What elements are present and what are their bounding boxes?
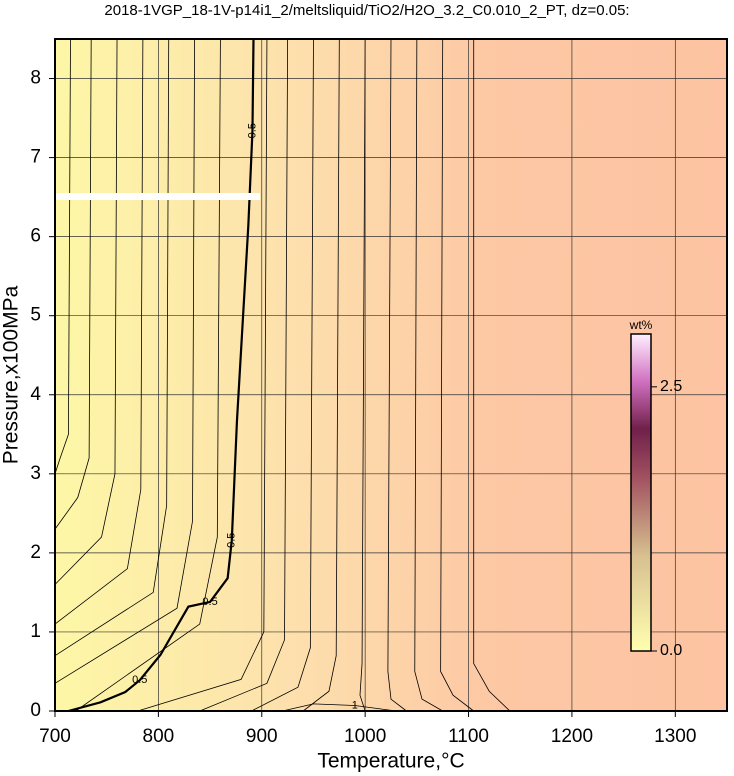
contour-line <box>251 38 314 712</box>
contour-line <box>68 38 255 713</box>
colorbar-label: wt% <box>629 318 653 332</box>
data-gap <box>55 193 260 200</box>
contour-label: 0.5 <box>202 596 217 608</box>
contour-line <box>54 38 92 530</box>
y-tick-label: 8 <box>30 68 41 89</box>
y-tick-label: 5 <box>30 305 41 326</box>
contour-label: 0.5 <box>132 674 147 686</box>
contour-line <box>387 38 407 712</box>
x-tick-label: 700 <box>39 726 71 747</box>
contour-label: 0.5 <box>246 123 258 138</box>
colorbar <box>630 333 652 652</box>
contour-line <box>54 38 195 684</box>
colorbar-tick-label: 0.0 <box>660 642 682 659</box>
x-tick-label: 1100 <box>448 726 489 747</box>
contour-line <box>137 38 268 712</box>
contour-label: 1 <box>352 699 358 711</box>
contour-line <box>414 38 443 712</box>
contour-line <box>302 38 340 712</box>
y-tick-label: 3 <box>30 463 41 484</box>
y-tick-label: 6 <box>30 226 41 247</box>
x-tick-label: 1300 <box>654 726 696 747</box>
plot-frame <box>54 38 728 712</box>
x-tick-label: 1000 <box>344 726 386 747</box>
contour-line <box>54 38 71 474</box>
contour-line <box>282 703 397 712</box>
plot-background <box>55 39 727 711</box>
contour-line <box>54 38 118 585</box>
contour-line <box>359 38 366 712</box>
y-tick-label: 2 <box>30 542 41 563</box>
y-tick-label: 0 <box>30 700 41 721</box>
contour-label: 0.5 <box>226 533 238 548</box>
y-axis-label: Pressure,x100MPa <box>0 285 23 464</box>
colorbar-tick-label: 2.5 <box>660 378 682 395</box>
y-tick-label: 4 <box>30 384 41 405</box>
contour-line <box>440 38 474 712</box>
contour-line <box>473 39 511 712</box>
x-tick-label: 1200 <box>551 726 593 747</box>
x-tick-label: 800 <box>143 726 175 747</box>
x-axis-label: Temperature,°C <box>317 750 464 773</box>
contour-line <box>75 38 221 712</box>
contour-line <box>199 38 289 712</box>
chart-title: 2018-1VGP_18-1V-p14i1_2/meltsliquid/TiO2… <box>104 2 629 19</box>
contour-line <box>54 38 170 656</box>
contour-line <box>54 38 144 625</box>
y-tick-label: 1 <box>30 621 41 642</box>
y-tick-label: 7 <box>30 147 41 168</box>
x-tick-label: 900 <box>246 726 278 747</box>
